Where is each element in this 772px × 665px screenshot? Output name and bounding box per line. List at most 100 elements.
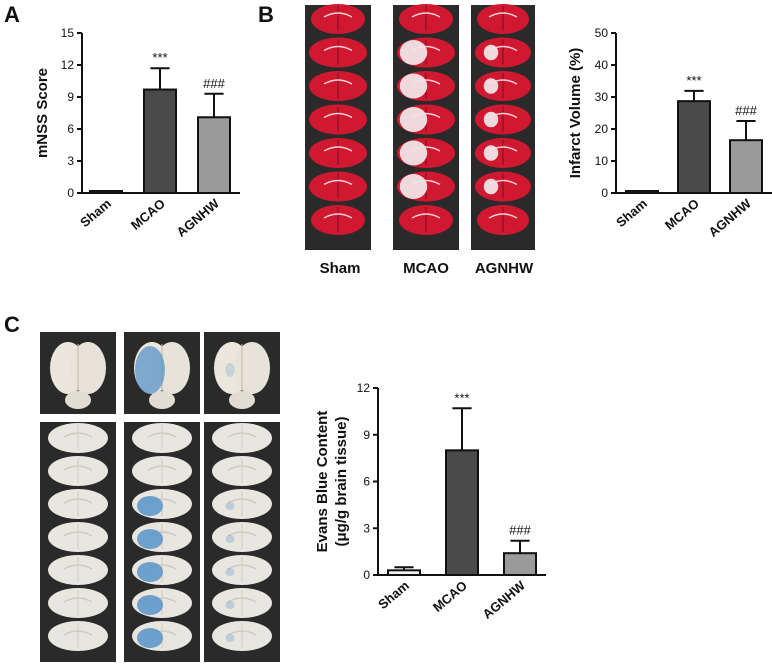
evans-slices-mcao [124, 422, 200, 662]
bar-agnhw [729, 139, 763, 194]
category-label: AGNHW [706, 195, 755, 239]
brain-slice [475, 37, 531, 68]
y-tick-label: 15 [61, 26, 75, 40]
brain-slice [212, 456, 272, 486]
whole-brain [134, 342, 190, 409]
y-tick-label: 3 [67, 154, 74, 168]
y-tick-label: 50 [595, 26, 609, 40]
significance-label: ### [509, 523, 531, 538]
evans-slices-agnhw [204, 422, 280, 662]
photo-label-sham: Sham [319, 260, 361, 277]
bar-agnhw [197, 116, 231, 194]
category-label: Sham [77, 196, 114, 230]
photo-label-mcao: MCAO [403, 260, 449, 277]
whole-brain [50, 342, 106, 409]
brain-slice [399, 205, 453, 235]
brain-slice [212, 555, 272, 585]
chart-evans-blue: 0 3 6 9 12 Sham *** MCAO ### AGNHW Evans Blue Cont… [314, 381, 546, 622]
brain-slice [477, 205, 529, 235]
y-tick-label: 12 [61, 58, 75, 72]
whole-brain [214, 342, 270, 409]
significance-label: *** [454, 390, 469, 405]
category-label: Sham [613, 196, 650, 230]
category-label: MCAO [430, 578, 470, 615]
y-tick-label: 12 [357, 381, 371, 395]
photo-label-agnhw: AGNHW [474, 260, 534, 277]
brain-slice [212, 522, 272, 552]
significance-label: *** [686, 73, 701, 88]
brain-slice [212, 489, 272, 519]
y-tick-label: 0 [363, 568, 370, 582]
brain-slice [132, 456, 192, 486]
brain-slice [132, 621, 192, 651]
y-tick-label: 20 [595, 122, 609, 136]
brain-slice [212, 621, 272, 651]
brain-slice [48, 423, 108, 453]
brain-slice [48, 489, 108, 519]
y-tick-label: 6 [67, 122, 74, 136]
brain-slice [132, 522, 192, 552]
y-tick-label: 0 [67, 186, 74, 200]
brain-slice [48, 456, 108, 486]
whole-brain-photo-mcao [124, 332, 200, 414]
bar-sham [625, 190, 659, 194]
y-tick-label: 10 [595, 154, 609, 168]
y-tick-label: 6 [363, 475, 370, 489]
chart-infarct-volume: 0 10 20 30 40 50 Sham *** MCAO ### AGNHW Infarct Vo… [567, 26, 772, 240]
y-axis-title: Evans Blue Content [314, 411, 331, 553]
brain-slice [397, 104, 455, 135]
brain-slice [212, 423, 272, 453]
significance-label: ### [735, 103, 757, 118]
brain-slice [397, 171, 455, 202]
whole-brain-photo-sham [40, 332, 116, 414]
brain-slice [399, 4, 453, 34]
brain-slice [477, 4, 529, 34]
brain-slice [475, 171, 531, 202]
bar-mcao [445, 449, 479, 576]
ttc-column-sham [305, 4, 371, 250]
brain-slice [132, 555, 192, 585]
brain-slice [475, 104, 531, 135]
category-label: AGNHW [480, 577, 529, 621]
chart-mnss: 0 3 6 9 12 15 Sham *** MCAO ### AGNHW mNSS Score [34, 26, 240, 240]
evans-photo-panel [40, 332, 280, 662]
brain-slice [475, 71, 531, 101]
brain-slice [48, 621, 108, 651]
category-label: AGNHW [174, 195, 223, 239]
brain-slice [132, 489, 192, 519]
y-axis-title-line2: (μg/g brain tissue) [333, 416, 350, 546]
y-tick-label: 3 [363, 521, 370, 535]
ttc-column-agnhw [471, 4, 535, 250]
brain-slice [212, 588, 272, 618]
y-tick-label: 9 [363, 428, 370, 442]
y-axis-title: mNSS Score [34, 68, 51, 158]
ttc-column-mcao [393, 4, 459, 250]
y-tick-label: 40 [595, 58, 609, 72]
y-axis-title: Infarct Volume (%) [567, 48, 584, 179]
bar-mcao [677, 100, 711, 194]
brain-slice [309, 104, 367, 135]
evans-slices-sham [40, 422, 116, 662]
brain-slice [309, 71, 367, 101]
brain-slice [48, 588, 108, 618]
brain-slice [397, 138, 455, 168]
panel-letter-b: B [258, 2, 274, 27]
brain-slice [309, 37, 367, 68]
brain-slice [132, 423, 192, 453]
brain-slice [48, 522, 108, 552]
y-tick-label: 30 [595, 90, 609, 104]
brain-slice [311, 205, 365, 235]
significance-label: ### [203, 76, 225, 91]
brain-slice [311, 4, 365, 34]
bar-mcao [143, 88, 177, 194]
panel-letter-a: A [4, 2, 20, 27]
category-label: MCAO [662, 196, 702, 233]
brain-slice [309, 138, 367, 168]
category-label: Sham [375, 578, 412, 612]
brain-slice [397, 71, 455, 101]
panel-letter-c: C [4, 312, 20, 337]
y-tick-label: 0 [601, 186, 608, 200]
bar-sham [387, 569, 421, 576]
brain-slice [48, 555, 108, 585]
y-tick-label: 9 [67, 90, 74, 104]
